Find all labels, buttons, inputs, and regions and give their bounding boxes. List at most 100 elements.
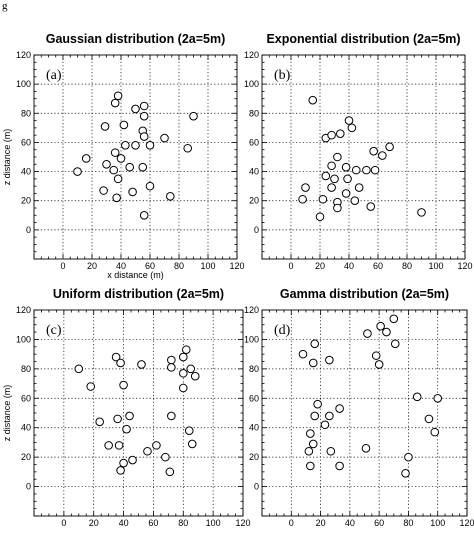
data-point bbox=[187, 439, 197, 449]
y-tick-label: 120 bbox=[16, 305, 31, 315]
y-tick-label: 80 bbox=[249, 108, 259, 118]
data-point bbox=[333, 203, 342, 213]
data-point bbox=[318, 194, 328, 204]
data-point bbox=[110, 98, 120, 108]
data-point bbox=[113, 91, 123, 101]
data-point bbox=[389, 314, 399, 324]
data-point bbox=[366, 202, 376, 211]
data-point bbox=[73, 167, 82, 176]
data-point bbox=[298, 349, 308, 359]
data-point bbox=[111, 352, 121, 362]
data-point bbox=[131, 141, 140, 150]
y-tick-label: 120 bbox=[16, 50, 31, 60]
data-point bbox=[335, 461, 344, 471]
y-tick-label: 0 bbox=[254, 225, 259, 235]
data-point bbox=[327, 183, 336, 192]
x-tick-label: 0 bbox=[61, 518, 66, 528]
x-tick-label: 40 bbox=[119, 518, 129, 528]
plot-frame bbox=[33, 54, 238, 260]
data-point bbox=[128, 455, 137, 465]
data-point bbox=[433, 393, 443, 403]
data-point bbox=[310, 411, 320, 421]
chart-2: Exponential distribution (2a=5m) 0 20 40 60 8… bbox=[244, 32, 473, 271]
y-tick-label: 40 bbox=[249, 423, 259, 433]
data-point bbox=[167, 411, 176, 421]
data-point bbox=[122, 424, 131, 434]
x-tick-label: 100 bbox=[430, 518, 445, 528]
data-point bbox=[110, 148, 120, 157]
data-point bbox=[128, 187, 137, 197]
panel-tag: (c) bbox=[46, 323, 62, 338]
data-point bbox=[310, 339, 320, 349]
data-point bbox=[344, 116, 354, 125]
data-point bbox=[315, 212, 325, 222]
data-point bbox=[113, 414, 122, 424]
data-point bbox=[424, 414, 434, 424]
data-point bbox=[104, 441, 113, 450]
y-tick-label: 60 bbox=[249, 137, 259, 147]
data-point bbox=[417, 208, 426, 217]
data-point bbox=[430, 427, 440, 437]
x-tick-label: 20 bbox=[87, 261, 97, 271]
y-tick-label: 20 bbox=[21, 452, 31, 462]
x-tick-label: 20 bbox=[316, 518, 326, 528]
data-point bbox=[189, 111, 198, 121]
data-point bbox=[119, 120, 129, 130]
data-point bbox=[167, 363, 176, 372]
data-point bbox=[102, 159, 111, 169]
data-point bbox=[390, 339, 400, 349]
data-point bbox=[165, 467, 175, 477]
data-point bbox=[343, 174, 352, 184]
data-point bbox=[139, 101, 149, 111]
data-point bbox=[401, 469, 410, 478]
data-point bbox=[306, 429, 315, 438]
data-point bbox=[183, 143, 192, 153]
x-tick-label: 40 bbox=[116, 261, 126, 271]
chart-title: Gaussian distribution (2a=5m) bbox=[46, 32, 226, 46]
y-tick-label: 100 bbox=[16, 334, 31, 344]
data-point bbox=[143, 446, 152, 456]
data-point bbox=[308, 439, 318, 449]
data-point bbox=[308, 95, 318, 105]
data-point bbox=[341, 162, 351, 172]
data-point bbox=[100, 122, 110, 131]
y-tick-label: 40 bbox=[249, 167, 259, 177]
data-point bbox=[99, 186, 108, 195]
data-point bbox=[190, 371, 200, 381]
data-point bbox=[116, 358, 125, 368]
y-tick-label: 20 bbox=[249, 196, 259, 206]
data-point bbox=[371, 351, 381, 360]
y-tick-label: 60 bbox=[21, 393, 31, 403]
data-point bbox=[327, 161, 336, 171]
x-tick-label: 80 bbox=[174, 261, 184, 271]
data-point bbox=[330, 174, 339, 184]
data-point bbox=[131, 104, 140, 114]
data-point bbox=[333, 152, 342, 162]
x-tick-label: 60 bbox=[148, 518, 158, 528]
y-tick-label: 0 bbox=[254, 482, 259, 492]
data-point bbox=[350, 196, 360, 206]
data-point bbox=[109, 165, 119, 175]
x-tick-label: 80 bbox=[402, 261, 412, 271]
data-point bbox=[301, 183, 310, 192]
data-point bbox=[139, 210, 149, 220]
y-tick-label: 100 bbox=[16, 79, 31, 89]
plot-frame bbox=[261, 309, 468, 517]
x-tick-label: 120 bbox=[459, 518, 474, 528]
x-tick-label: 120 bbox=[235, 518, 250, 528]
data-point bbox=[306, 461, 315, 471]
x-tick-label: 60 bbox=[145, 261, 155, 271]
data-point bbox=[112, 193, 121, 203]
data-point bbox=[152, 441, 161, 450]
data-point bbox=[113, 174, 123, 184]
data-point bbox=[378, 151, 387, 160]
data-point bbox=[369, 146, 378, 156]
data-point bbox=[325, 411, 334, 421]
x-tick-label: 20 bbox=[89, 518, 99, 528]
data-point bbox=[81, 154, 91, 163]
panel-tag: (b) bbox=[274, 68, 291, 83]
x-tick-label: 80 bbox=[178, 518, 188, 528]
y-tick-label: 80 bbox=[249, 364, 259, 374]
data-point bbox=[341, 189, 351, 198]
